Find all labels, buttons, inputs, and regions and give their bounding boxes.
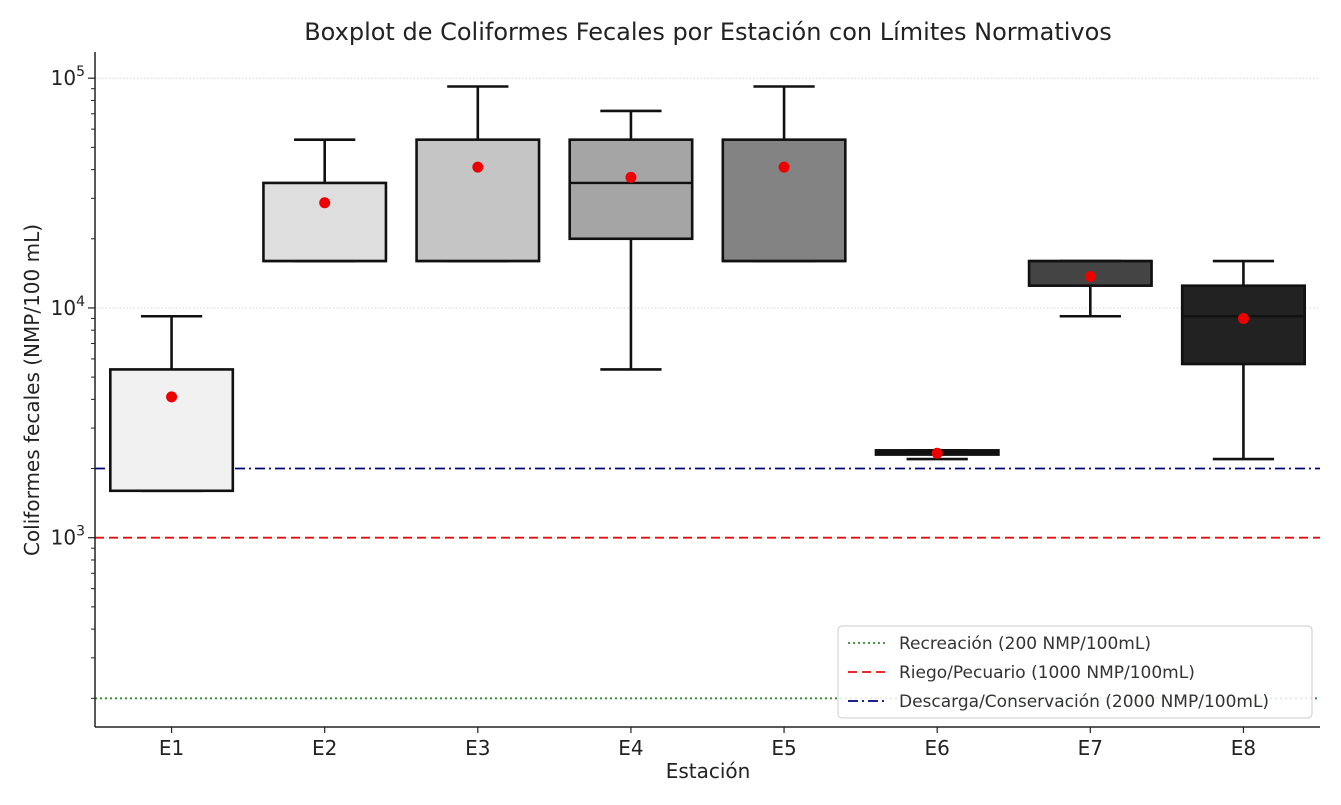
legend-label: Descarga/Conservación (2000 NMP/100mL)	[899, 692, 1269, 712]
mean-marker	[319, 197, 331, 209]
y-axis-label: Coliformes fecales (NMP/100 mL)	[20, 224, 44, 556]
x-tick-label: E5	[771, 736, 796, 760]
box-e7	[1027, 259, 1153, 318]
x-tick-label: E2	[312, 736, 337, 760]
x-tick-label: E1	[159, 736, 184, 760]
x-tick-label: E6	[925, 736, 950, 760]
box-rect	[109, 368, 235, 493]
axes: E1 E2 E3 E4 E5 E6 E7 E8 103 104 105	[51, 52, 1320, 760]
legend-label: Riego/Pecuario (1000 NMP/100mL)	[899, 663, 1195, 683]
mean-marker	[472, 161, 484, 173]
box-e5	[721, 85, 847, 263]
legend-item: Recreación (200 NMP/100mL)	[848, 634, 1151, 654]
box-rect	[415, 138, 541, 263]
x-tick-label: E3	[465, 736, 490, 760]
mean-marker	[931, 447, 943, 459]
legend-item: Descarga/Conservación (2000 NMP/100mL)	[848, 692, 1269, 712]
y-tick-label: 104	[51, 294, 85, 320]
mean-marker	[625, 171, 637, 183]
x-axis-label: Estación	[666, 759, 751, 783]
y-tick-label: 103	[51, 524, 85, 550]
mean-marker	[166, 391, 178, 403]
y-tick-label: 105	[51, 64, 85, 90]
mean-marker	[778, 161, 790, 173]
x-tick-label: E8	[1231, 736, 1256, 760]
legend: Recreación (200 NMP/100mL) Riego/Pecuario…	[837, 625, 1313, 719]
box-rect	[262, 181, 388, 263]
box-rect	[1180, 284, 1306, 366]
mean-marker	[1084, 271, 1096, 283]
x-tick-label: E7	[1078, 736, 1103, 760]
box-series	[109, 85, 1306, 493]
box-e4	[568, 109, 694, 371]
box-rect	[568, 138, 694, 241]
box-e3	[415, 85, 541, 263]
x-tick-label: E4	[618, 736, 643, 760]
chart-title: Boxplot de Coliformes Fecales por Estaci…	[304, 18, 1112, 46]
legend-item: Riego/Pecuario (1000 NMP/100mL)	[848, 663, 1195, 683]
legend-label: Recreación (200 NMP/100mL)	[899, 634, 1151, 654]
box-e1	[109, 314, 235, 493]
box-e8	[1180, 259, 1306, 461]
box-rect	[721, 138, 847, 263]
legend-box	[837, 625, 1313, 719]
box-e2	[262, 138, 388, 263]
mean-marker	[1237, 312, 1249, 324]
box-e6	[874, 447, 1000, 461]
